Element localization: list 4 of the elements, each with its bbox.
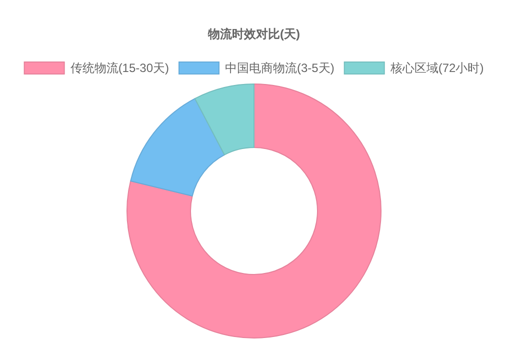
legend-label: 传统物流(15-30天) (70, 61, 169, 75)
legend-label: 中国电商物流(3-5天) (225, 61, 334, 75)
chart-title: 物流时效对比(天) (207, 27, 300, 41)
legend-label: 核心区域(72小时) (389, 61, 484, 75)
